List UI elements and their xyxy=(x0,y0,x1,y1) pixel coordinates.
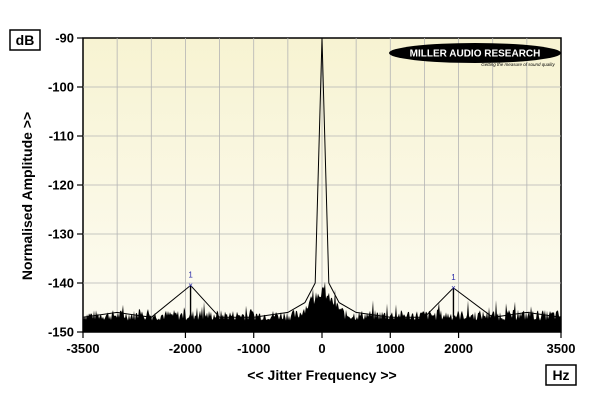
x-unit-box: Hz xyxy=(545,364,577,386)
x-tick-label: -3500 xyxy=(66,341,99,356)
brand-logo: MILLER AUDIO RESEARCH Getting the measur… xyxy=(389,43,561,67)
y-axis-label: Normalised Amplitude >> xyxy=(19,112,35,280)
x-tick-label: -1000 xyxy=(237,341,270,356)
y-tick-label: -150 xyxy=(48,325,74,340)
y-tick-label: -90 xyxy=(55,31,74,46)
y-unit-box: dB xyxy=(9,29,41,51)
y-tick-labels: -90 -100 -110 -120 -130 -140 -150 xyxy=(48,31,83,340)
x-tick-label: 0 xyxy=(318,341,325,356)
grid-lines xyxy=(83,38,561,332)
y-tick-label: -110 xyxy=(49,129,74,144)
marker-cross: × xyxy=(188,281,193,290)
x-axis-label: << Jitter Frequency >> xyxy=(247,367,396,383)
x-tick-label: 3500 xyxy=(547,341,576,356)
y-tick-label: -140 xyxy=(48,276,74,291)
marker-label: 1 xyxy=(188,270,193,279)
brand-logo-name: MILLER AUDIO RESEARCH xyxy=(410,49,541,60)
x-tick-labels: -3500 -2000 -1000 0 1000 2000 3500 xyxy=(66,332,575,356)
marker-cross: × xyxy=(451,283,456,292)
x-unit-label: Hz xyxy=(552,367,569,383)
y-tick-label: -120 xyxy=(48,178,74,193)
x-tick-label: 1000 xyxy=(376,341,405,356)
marker-label: 1 xyxy=(451,273,456,282)
noise-floor-trace xyxy=(83,281,561,332)
x-tick-label: 2000 xyxy=(444,341,473,356)
x-tick-label: -2000 xyxy=(169,341,202,356)
marker-annotations: ×1×1 xyxy=(188,270,456,318)
brand-logo-tagline: Getting the measure of sound quality xyxy=(481,62,555,67)
y-tick-label: -130 xyxy=(48,227,74,242)
y-unit-label: dB xyxy=(16,32,35,48)
y-tick-label: -100 xyxy=(48,80,74,95)
